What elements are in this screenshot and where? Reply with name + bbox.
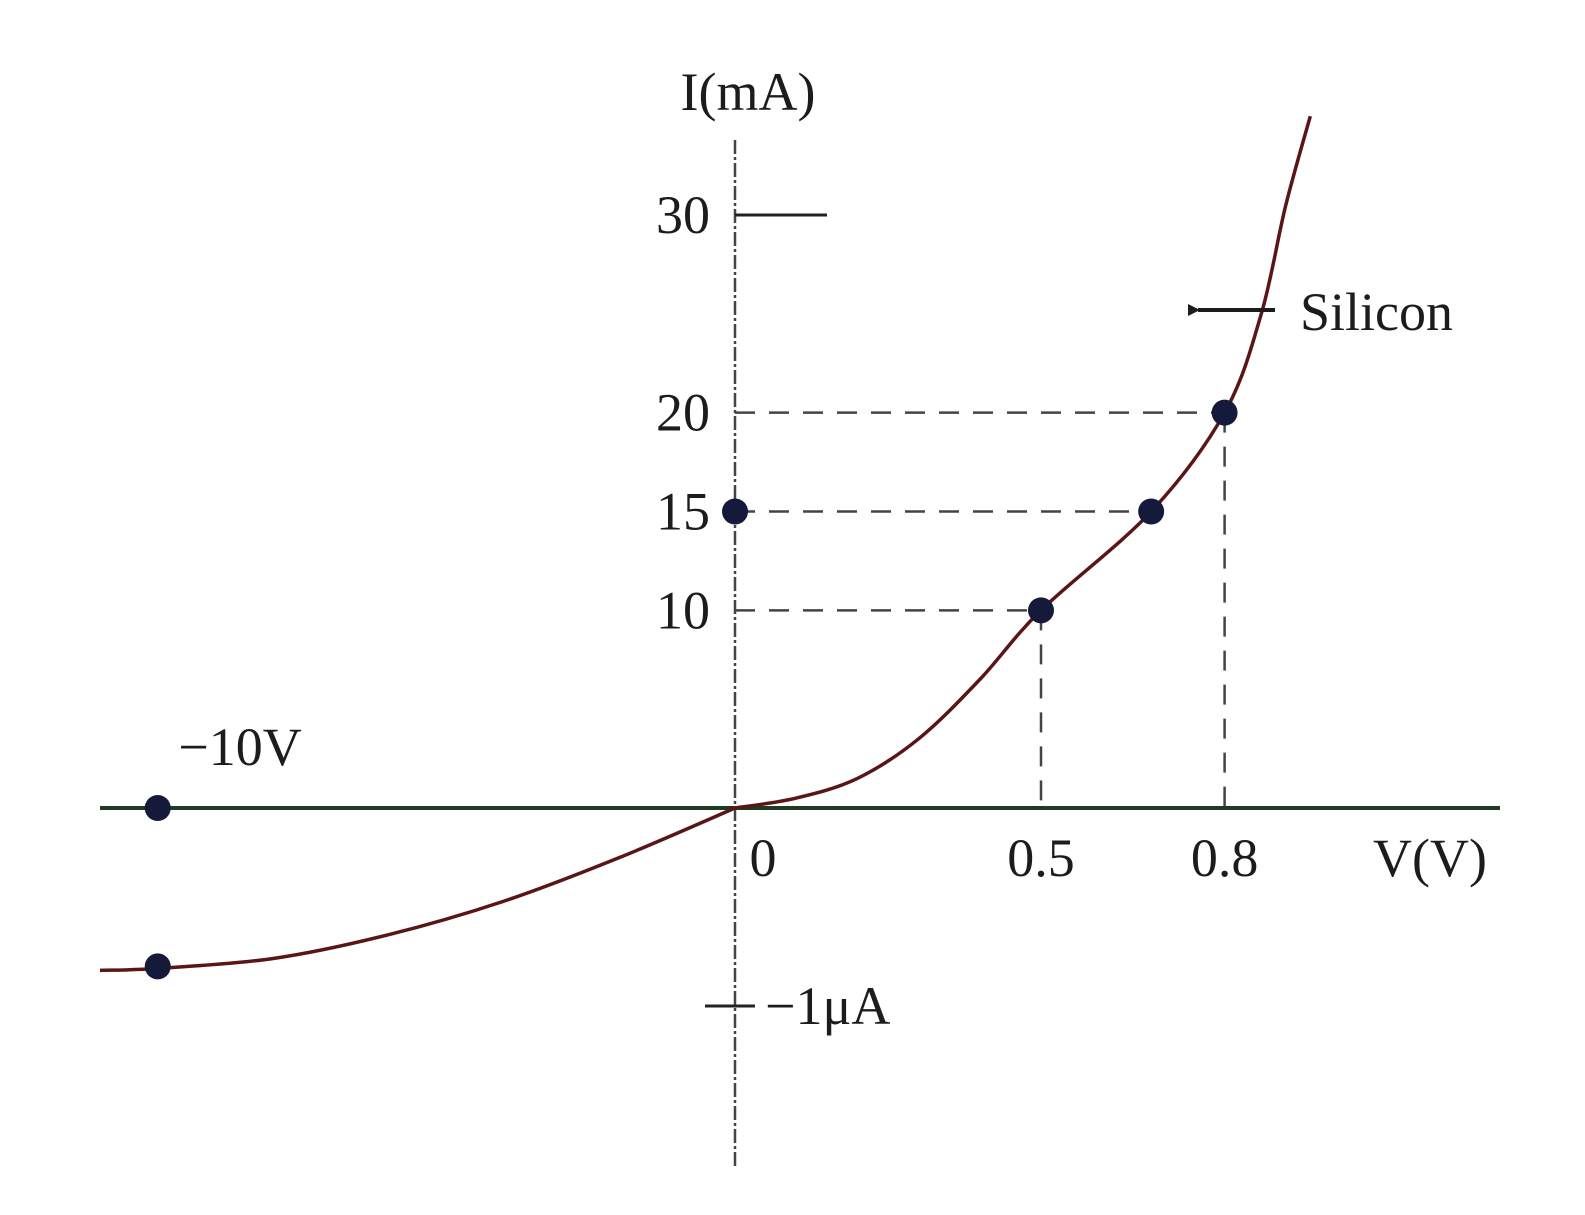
x-tick-label: 0.8: [1191, 828, 1259, 888]
guide-lines: [735, 411, 1226, 808]
reverse-current-label: −1μA: [765, 976, 890, 1036]
axis-point: [144, 795, 171, 821]
x-axis-title: V(V): [1373, 828, 1487, 888]
axis-point: [722, 498, 748, 525]
y-tick-label: 15: [656, 482, 710, 542]
series-label-silicon: Silicon: [1300, 282, 1453, 342]
reverse-voltage-label: −10V: [178, 717, 301, 777]
data-point: [1211, 399, 1238, 426]
data-point: [1028, 597, 1054, 624]
data-point: [1138, 498, 1165, 525]
x-tick-label: 0.5: [1007, 828, 1075, 888]
y-tick-label: 10: [656, 580, 710, 640]
curves: [99, 115, 1312, 973]
y-tick-label: 30: [656, 185, 710, 245]
labels: I(mA) V(V) −10V −1μA Silicon: [178, 62, 1487, 1036]
y-tick-label: 20: [656, 383, 710, 443]
y-axis-title: I(mA): [681, 62, 816, 122]
reverse-data-point: [144, 953, 171, 980]
data-points: [144, 399, 1238, 980]
silicon-reverse-curve: [99, 806, 736, 973]
silicon-forward-curve: [734, 115, 1312, 810]
x-tick-label: 0: [750, 828, 777, 888]
axes: 10 15 20 30 0 0.5 0.8: [100, 140, 1500, 1168]
